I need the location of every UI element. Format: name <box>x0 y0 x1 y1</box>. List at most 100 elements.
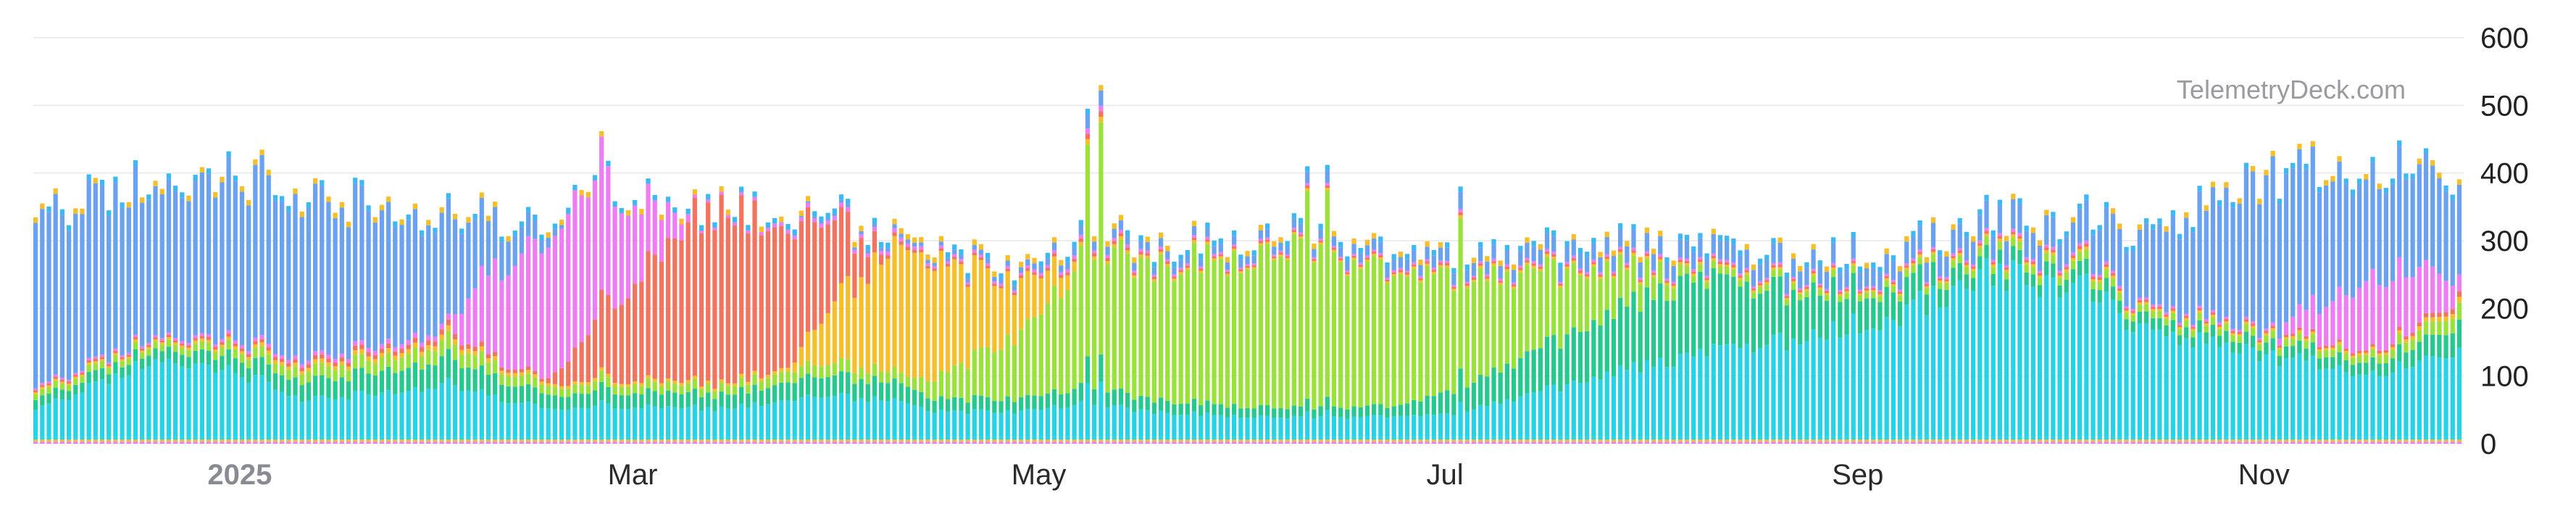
bar-segment <box>306 382 311 401</box>
bar-segment <box>359 391 364 437</box>
bar-segment <box>1857 291 1863 294</box>
bar-segment <box>1651 299 1656 367</box>
bar-segment <box>1092 241 1097 251</box>
bar-segment <box>246 368 251 383</box>
bar-segment <box>1891 283 1896 286</box>
bar-segment <box>2390 439 2396 442</box>
bar-segment <box>426 225 431 336</box>
bar-segment <box>193 439 198 442</box>
bar-segment <box>1577 275 1583 332</box>
bar-segment <box>1138 439 1143 442</box>
bar-segment <box>1264 439 1270 442</box>
bar-segment <box>1598 379 1603 437</box>
bar-segment <box>293 355 298 360</box>
bar-segment <box>1238 260 1243 268</box>
bar-segment <box>1711 344 1716 437</box>
bar-segment <box>1817 287 1822 290</box>
bar-segment <box>1604 261 1609 310</box>
bar-segment <box>1345 439 1350 442</box>
bar-segment <box>992 439 997 442</box>
bar-segment <box>1464 264 1470 270</box>
bar-segment <box>2291 316 2296 334</box>
bar-segment <box>2204 326 2209 333</box>
bar-segment <box>1897 295 1903 302</box>
bar-segment <box>399 370 404 393</box>
bar-segment <box>2364 439 2369 442</box>
bar-segment <box>2330 357 2335 369</box>
bar-segment <box>2243 321 2249 325</box>
bar-segment <box>1045 270 1050 304</box>
bar-segment <box>1404 259 1410 270</box>
bar-segment <box>925 268 930 382</box>
bar-segment <box>126 359 131 365</box>
bar-segment <box>379 204 385 211</box>
bar-segment <box>1964 262 1969 265</box>
bar-segment <box>1099 90 1104 106</box>
bar-segment <box>859 225 864 231</box>
bar-segment <box>1957 280 1962 437</box>
bar-segment <box>2064 436 2069 440</box>
bar-segment <box>1025 265 1030 268</box>
bar-segment <box>233 373 238 437</box>
bar-segment <box>1804 285 1809 288</box>
bar-segment <box>1704 253 1709 259</box>
bar-segment <box>2397 361 2402 437</box>
bar-segment <box>646 436 651 440</box>
bar-segment <box>1418 260 1423 265</box>
bar-segment <box>2237 334 2242 336</box>
bar-segment <box>785 233 791 368</box>
bar-segment <box>433 351 438 366</box>
bar-segment <box>2157 223 2162 304</box>
bar-segment <box>59 215 65 378</box>
bar-segment <box>899 244 904 373</box>
bar-segment <box>339 357 344 362</box>
bar-segment <box>1518 436 1523 440</box>
bar-segment <box>2343 372 2348 437</box>
bar-segment <box>2356 442 2362 444</box>
bar-segment <box>759 439 764 442</box>
bar-segment <box>2137 323 2142 437</box>
bar-segment <box>999 278 1004 283</box>
bar-segment <box>752 200 757 371</box>
bar-segment <box>2410 277 2415 334</box>
bar-segment <box>1391 416 1396 437</box>
bar-segment <box>1331 406 1337 417</box>
bar-segment <box>2151 307 2156 310</box>
bar-segment <box>1351 255 1356 258</box>
bar-segment <box>1871 439 1876 442</box>
bar-segment <box>2091 439 2096 442</box>
bar-segment <box>819 442 824 444</box>
bar-segment <box>2004 436 2009 440</box>
bar-segment <box>885 242 891 249</box>
bar-segment <box>346 436 351 440</box>
bar-segment <box>1464 439 1470 442</box>
bar-segment <box>625 409 631 437</box>
bar-segment <box>1072 262 1077 272</box>
bar-segment <box>938 370 943 397</box>
x-tick-label: Mar <box>608 459 658 491</box>
bar-segment <box>2397 436 2402 440</box>
bar-segment <box>552 439 557 442</box>
bar-segment <box>1232 230 1237 236</box>
bar-segment <box>1731 265 1736 268</box>
bar-segment <box>399 357 404 371</box>
bar-segment <box>1412 439 1417 442</box>
bar-segment <box>2264 331 2269 334</box>
bar-segment <box>2277 349 2282 357</box>
bar-segment <box>872 223 878 228</box>
bar-segment <box>1298 232 1304 235</box>
bar-segment <box>59 389 65 400</box>
bar-segment <box>2304 163 2309 170</box>
bar-segment <box>812 216 817 219</box>
bar-segment <box>899 233 904 238</box>
bar-segment <box>326 362 331 367</box>
bar-segment <box>2157 329 2162 437</box>
bar-segment <box>1218 238 1223 244</box>
bar-segment <box>2124 319 2129 330</box>
bar-segment <box>372 375 378 397</box>
bar-segment <box>752 402 757 437</box>
bar-segment <box>1684 258 1690 261</box>
bar-segment <box>1891 260 1896 281</box>
bar-segment <box>1478 261 1483 264</box>
bar-segment <box>838 283 844 358</box>
